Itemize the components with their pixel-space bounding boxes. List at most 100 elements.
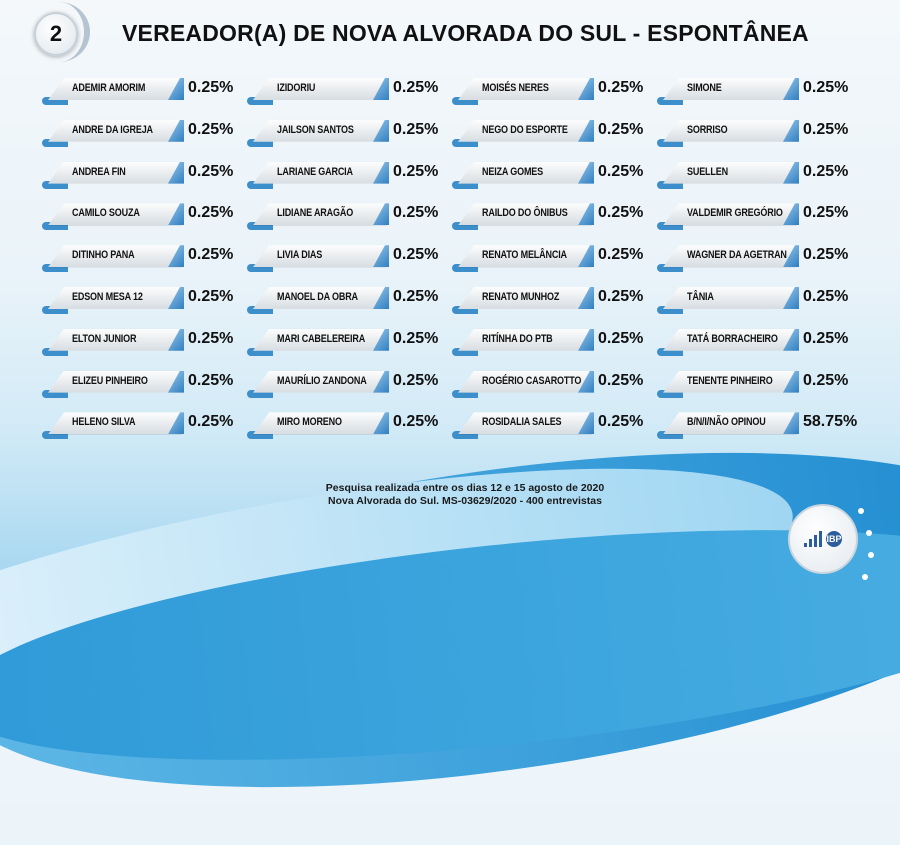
candidate-row: EDSON MESA 12 0.25% bbox=[42, 285, 242, 319]
candidate-row: ROSIDALIA SALES 0.25% bbox=[452, 410, 652, 444]
candidate-label-box: MANOEL DA OBRA bbox=[253, 287, 387, 309]
candidate-percentage: 0.25% bbox=[393, 288, 439, 305]
candidate-label-box: WAGNER DA AGETRAN bbox=[663, 245, 797, 268]
candidate-percentage: 0.25% bbox=[598, 413, 644, 431]
candidate-percentage: 0.25% bbox=[188, 371, 234, 389]
candidate-name: ROSIDALIA SALES bbox=[482, 416, 562, 429]
candidate-name: ANDRE DA IGREJA bbox=[72, 123, 153, 136]
candidate-row: ANDREA FIN 0.25% bbox=[42, 160, 242, 194]
candidate-label-box: RENATO MELÂNCIA bbox=[458, 245, 592, 268]
label-tab bbox=[42, 138, 68, 147]
candidate-percentage: 0.25% bbox=[598, 120, 644, 138]
candidate-name: WAGNER DA AGETRAN bbox=[687, 249, 787, 262]
candidate-name: MOISÉS NERES bbox=[482, 82, 549, 94]
candidate-name: TENENTE PINHEIRO bbox=[687, 374, 773, 387]
candidate-name: LIDIANE ARAGÃO bbox=[277, 207, 354, 220]
label-tab bbox=[42, 389, 68, 398]
candidate-name: NEIZA GOMES bbox=[482, 165, 544, 178]
label-tab bbox=[452, 97, 478, 105]
candidate-name: DITINHO PANA bbox=[72, 249, 135, 262]
candidate-label-box: ROSIDALIA SALES bbox=[458, 412, 592, 435]
label-tab bbox=[452, 180, 478, 189]
candidate-percentage: 0.25% bbox=[188, 204, 234, 222]
decorative-dot bbox=[868, 552, 874, 558]
candidate-label-box: TENENTE PINHEIRO bbox=[663, 370, 797, 393]
label-tab bbox=[657, 180, 683, 189]
candidate-name: MARI CABELEREIRA bbox=[277, 332, 366, 345]
candidate-name: TATÁ BORRACHEIRO bbox=[687, 332, 778, 345]
candidate-row: HELENO SILVA 0.25% bbox=[42, 410, 242, 444]
candidate-label-box: SUELLEN bbox=[663, 161, 797, 184]
label-tab bbox=[657, 306, 683, 314]
candidate-label-box: NEIZA GOMES bbox=[458, 161, 592, 184]
candidate-percentage: 0.25% bbox=[393, 329, 439, 347]
candidate-percentage: 0.25% bbox=[393, 79, 439, 96]
label-tab bbox=[452, 431, 478, 440]
label-tab bbox=[247, 97, 273, 105]
candidate-label-box: RAILDO DO ÔNIBUS bbox=[458, 203, 592, 226]
label-tab bbox=[657, 138, 683, 147]
page-title: VEREADOR(A) DE NOVA ALVORADA DO SUL - ES… bbox=[122, 20, 809, 46]
decorative-dot bbox=[866, 530, 872, 536]
candidate-label-box: VALDEMIR GREGÓRIO bbox=[663, 203, 797, 226]
bar-chart-icon: IBP bbox=[804, 531, 842, 547]
candidate-label-box: CAMILO SOUZA bbox=[48, 203, 182, 226]
candidate-percentage: 0.25% bbox=[598, 204, 644, 222]
label-tab bbox=[452, 389, 478, 398]
candidate-row: RENATO MUNHOZ 0.25% bbox=[452, 285, 652, 319]
candidate-name: ADEMIR AMORIM bbox=[72, 82, 146, 94]
candidate-label-box: RITÍNHA DO PTB bbox=[458, 328, 592, 351]
label-tab bbox=[42, 306, 68, 314]
label-tab bbox=[42, 180, 68, 189]
candidate-row: MIRO MORENO 0.25% bbox=[247, 410, 447, 444]
candidate-name: B/N/I/NÃO OPINOU bbox=[687, 416, 766, 429]
candidate-name: EDSON MESA 12 bbox=[72, 291, 143, 303]
candidate-percentage: 0.25% bbox=[393, 204, 439, 222]
candidate-name: NEGO DO ESPORTE bbox=[482, 123, 568, 136]
candidate-row: ANDRE DA IGREJA 0.25% bbox=[42, 118, 242, 152]
candidate-name: SIMONE bbox=[687, 82, 722, 94]
label-tab bbox=[247, 306, 273, 314]
ibp-logo: IBP bbox=[788, 504, 858, 574]
candidate-percentage: 0.25% bbox=[188, 120, 234, 138]
candidate-label-box: EDSON MESA 12 bbox=[48, 287, 182, 309]
candidate-percentage: 0.25% bbox=[803, 288, 849, 305]
candidate-percentage: 0.25% bbox=[598, 162, 644, 180]
candidate-row: DITINHO PANA 0.25% bbox=[42, 243, 242, 277]
candidate-name: MIRO MORENO bbox=[277, 416, 342, 429]
badge-ring bbox=[28, 2, 90, 62]
candidate-label-box: NEGO DO ESPORTE bbox=[458, 119, 592, 142]
candidate-row: LIVIA DIAS 0.25% bbox=[247, 243, 447, 277]
candidate-percentage: 0.25% bbox=[598, 79, 644, 96]
candidate-name: MANOEL DA OBRA bbox=[277, 291, 358, 303]
candidate-label-box: ANDREA FIN bbox=[48, 161, 182, 184]
candidate-percentage: 0.25% bbox=[803, 79, 849, 96]
candidate-row: SORRISO 0.25% bbox=[657, 118, 857, 152]
candidate-percentage: 0.25% bbox=[598, 329, 644, 347]
candidate-label-box: RENATO MUNHOZ bbox=[458, 287, 592, 309]
candidate-row: IZIDORIU 0.25% bbox=[247, 76, 447, 110]
candidate-percentage: 0.25% bbox=[803, 246, 849, 264]
candidate-row: ELTON JUNIOR 0.25% bbox=[42, 327, 242, 361]
candidate-percentage: 0.25% bbox=[598, 246, 644, 264]
candidate-row: SIMONE 0.25% bbox=[657, 76, 857, 110]
candidate-percentage: 0.25% bbox=[393, 246, 439, 264]
label-tab bbox=[247, 180, 273, 189]
candidate-name: VALDEMIR GREGÓRIO bbox=[687, 207, 783, 220]
candidate-row: ELIZEU PINHEIRO 0.25% bbox=[42, 369, 242, 403]
candidate-label-box: ROGÉRIO CASAROTTO bbox=[458, 370, 592, 393]
candidate-row: WAGNER DA AGETRAN 0.25% bbox=[657, 243, 857, 277]
label-tab bbox=[42, 347, 68, 356]
candidate-row: VALDEMIR GREGÓRIO 0.25% bbox=[657, 201, 857, 235]
candidate-percentage: 0.25% bbox=[188, 162, 234, 180]
candidate-row: SUELLEN 0.25% bbox=[657, 160, 857, 194]
candidate-label-box: ADEMIR AMORIM bbox=[48, 78, 182, 100]
candidate-row: RAILDO DO ÔNIBUS 0.25% bbox=[452, 201, 652, 235]
candidate-label-box: MARI CABELEREIRA bbox=[253, 328, 387, 351]
candidate-percentage: 0.25% bbox=[188, 246, 234, 264]
candidate-name: LARIANE GARCIA bbox=[277, 165, 353, 178]
candidate-label-box: DITINHO PANA bbox=[48, 245, 182, 268]
candidate-label-box: ELTON JUNIOR bbox=[48, 328, 182, 351]
candidate-name: RENATO MELÂNCIA bbox=[482, 249, 567, 262]
candidate-label-box: SORRISO bbox=[663, 119, 797, 142]
